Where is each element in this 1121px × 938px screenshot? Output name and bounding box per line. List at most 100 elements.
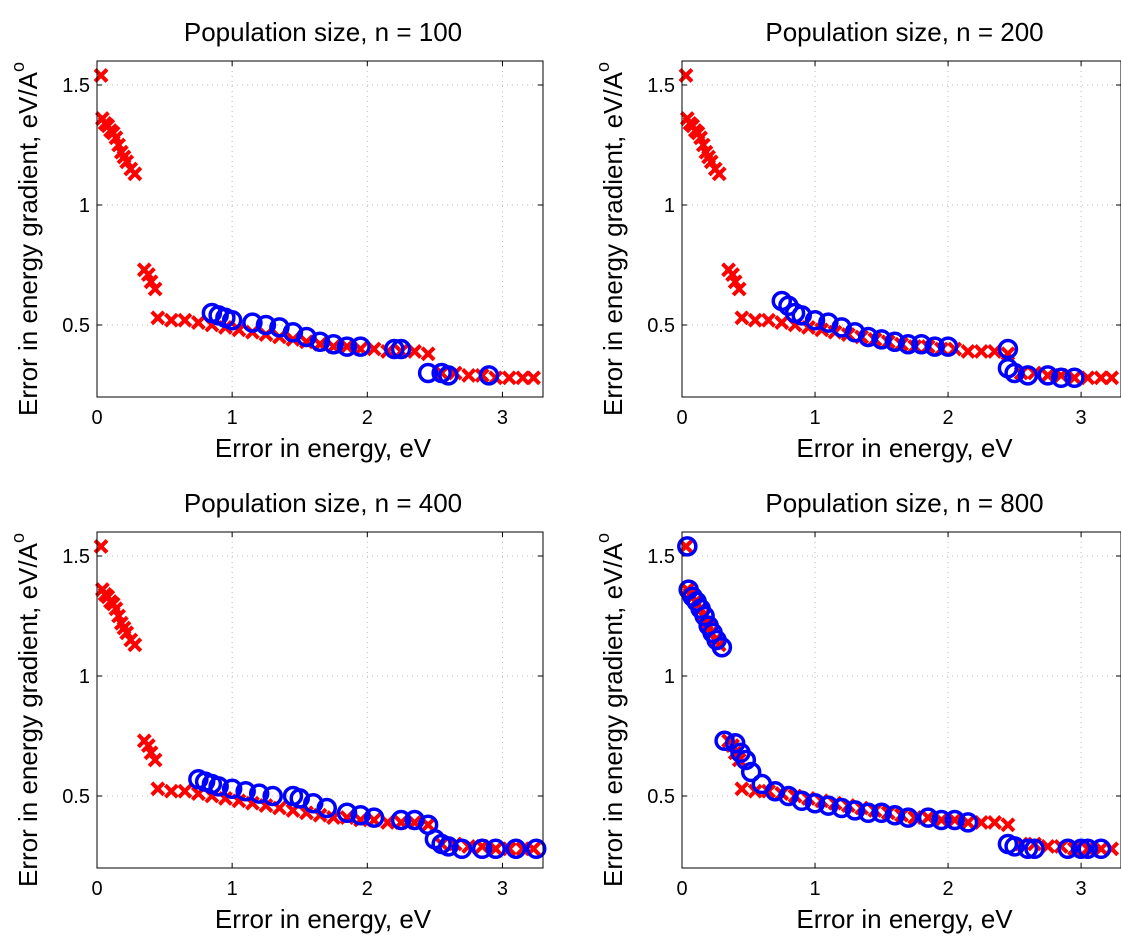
data-point-o: [390, 809, 412, 831]
series-o-markers: [677, 536, 1112, 860]
data-point-o: [438, 365, 459, 386]
data-point-x: [774, 315, 790, 331]
data-point-o: [694, 605, 715, 627]
data-point-x: [747, 312, 763, 328]
chart-title: Population size, n = 100: [184, 17, 462, 47]
data-point-x: [119, 625, 135, 641]
x-tick-label: 3: [1076, 407, 1087, 429]
data-point-o: [1024, 838, 1045, 860]
subplot-n200: 0 1 2 3 0.5 1 1.5 Population size, n = 200 Error…: [593, 17, 1121, 463]
data-point-o: [871, 329, 892, 350]
series-o-markers: [771, 290, 1085, 389]
x-tick-label: 1: [227, 407, 238, 429]
data-point-o: [1090, 838, 1112, 860]
series-o-markers: [201, 302, 500, 386]
data-point-x: [761, 312, 776, 328]
chart-title: Population size, n = 200: [765, 17, 1043, 47]
data-point-o: [478, 365, 500, 386]
data-point-x: [960, 343, 976, 359]
data-point-o: [791, 790, 812, 812]
data-point-o: [336, 336, 358, 357]
data-point-o: [221, 778, 243, 800]
data-point-o: [309, 331, 331, 353]
axes-frame: [681, 60, 1121, 398]
data-point-o: [242, 312, 263, 333]
subplot-n800: 0 1 2 3 0.5 1 1.5 Population size, n = 800 Error…: [593, 488, 1121, 934]
data-point-o: [1064, 367, 1085, 389]
data-point-o: [235, 780, 256, 802]
x-tick-label: 2: [362, 407, 373, 429]
data-point-o: [804, 792, 826, 814]
data-point-x: [734, 310, 750, 326]
data-point-o: [735, 749, 757, 771]
x-axis-label: Error in energy, eV: [215, 904, 432, 934]
data-point-o: [417, 362, 439, 384]
data-point-x: [143, 274, 159, 290]
data-point-o: [1050, 367, 1072, 389]
data-point-o: [1017, 838, 1039, 860]
data-point-o: [323, 333, 344, 355]
x-tick-label: 1: [809, 878, 820, 900]
data-point-o: [1004, 836, 1025, 857]
y-axis-label-text: Error in energy gradient, eV/A: [13, 71, 43, 416]
x-tick-label: 2: [942, 878, 953, 900]
y-axis-label-superscript: o: [8, 62, 28, 72]
data-point-x: [177, 312, 193, 328]
x-tick-label: 1: [809, 407, 820, 429]
data-point-o: [336, 802, 358, 824]
data-point-x: [501, 370, 517, 386]
data-point-o: [897, 333, 919, 355]
data-point-o: [1057, 838, 1079, 860]
axes-frame: [681, 531, 1121, 869]
data-point-o: [248, 783, 270, 804]
y-axis-label-text: Error in energy gradient, eV/A: [598, 542, 628, 887]
x-tick-label: 3: [497, 407, 508, 429]
data-point-x: [150, 781, 166, 797]
y-tick-label: 1: [664, 666, 675, 688]
x-tick-label: 3: [1076, 878, 1087, 900]
x-tick-label: 0: [676, 407, 687, 429]
data-point-o: [451, 838, 473, 860]
y-tick-label: 1.5: [647, 546, 675, 568]
data-point-x: [526, 370, 541, 386]
data-point-o: [924, 336, 946, 357]
y-tick-label: 0.5: [647, 315, 675, 337]
data-point-x: [147, 281, 163, 297]
data-point-x: [727, 274, 743, 290]
data-point-x: [703, 154, 719, 170]
y-tick-label: 1.5: [62, 546, 90, 568]
data-point-x: [461, 367, 477, 383]
data-point-o: [471, 838, 493, 860]
y-axis-label-superscript: o: [8, 533, 28, 543]
y-tick-label: 1: [79, 666, 90, 688]
data-point-x: [987, 814, 1003, 830]
data-point-o: [818, 795, 839, 816]
data-point-o: [804, 309, 826, 331]
data-point-o: [937, 336, 959, 357]
data-point-o: [208, 776, 229, 797]
axes-frame: [96, 60, 544, 398]
plot-area: [97, 61, 543, 397]
y-axis-label: Error in energy gradient, eV/Ao: [8, 62, 43, 416]
data-point-o: [438, 836, 459, 857]
data-point-x: [119, 154, 135, 170]
data-point-x: [163, 312, 179, 328]
data-point-o: [221, 309, 243, 331]
data-point-o: [1017, 365, 1039, 386]
data-point-o: [911, 333, 932, 355]
data-point-o: [363, 807, 385, 828]
data-point-o: [255, 314, 277, 336]
y-tick-label: 1: [79, 195, 90, 217]
data-point-x: [711, 166, 727, 182]
data-point-o: [1004, 362, 1025, 384]
y-tick-label: 1.5: [62, 75, 90, 97]
axes-frame: [96, 531, 544, 869]
data-point-x: [734, 781, 750, 797]
data-point-o: [1070, 838, 1092, 860]
data-point-o: [871, 802, 892, 824]
x-axis-label: Error in energy, eV: [215, 433, 432, 463]
x-axis-label: Error in energy, eV: [796, 433, 1013, 463]
y-axis-label-superscript: o: [593, 62, 613, 72]
x-tick-label: 0: [676, 878, 687, 900]
